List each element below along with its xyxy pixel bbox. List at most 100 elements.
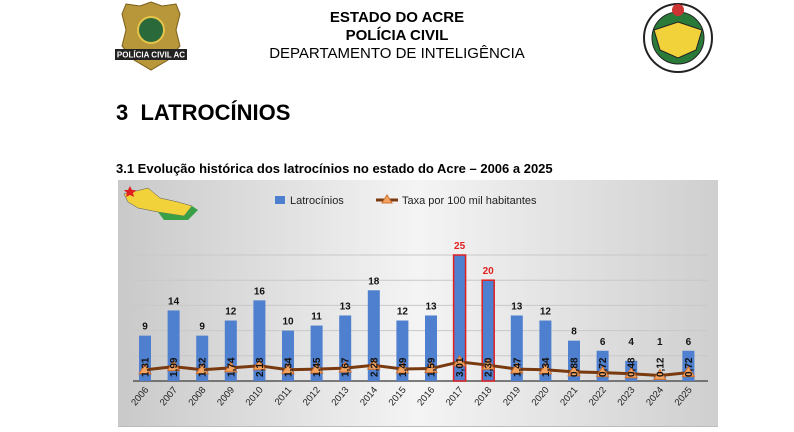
- badge-lettering: POLÍCIA CIVIL AC: [117, 51, 185, 60]
- rate-marker-2023: [624, 366, 639, 379]
- bar-2015: [396, 320, 409, 381]
- rate-marker-2007: [166, 359, 181, 372]
- header-state: ESTADO DO ACRE: [329, 9, 465, 26]
- bar-value-label-2023: 4: [628, 337, 634, 348]
- rate-label-2016: 1,59: [427, 357, 438, 377]
- x-tick-2015: 2015: [387, 385, 409, 408]
- x-tick-2025: 2025: [673, 385, 695, 408]
- rate-label-2009: 1,74: [226, 357, 237, 377]
- chart-legend: Latrocínios Taxa por 100 mil habitantes: [275, 194, 537, 207]
- rate-label-2008: 1,32: [198, 357, 209, 377]
- rate-marker-2009: [223, 360, 238, 373]
- bar-value-label-2021: 8: [571, 327, 577, 338]
- rate-marker-2024: [652, 368, 667, 380]
- bar-2017: [452, 254, 467, 382]
- rate-marker-2021: [567, 364, 581, 377]
- header-agency: POLÍCIA CIVIL: [345, 27, 449, 44]
- bar-value-label-2010: 16: [254, 286, 266, 297]
- section-heading: 3 LATROCÍNIOS: [116, 100, 290, 126]
- rate-label-2018: 2,30: [484, 357, 495, 377]
- bar-value-label-2015: 12: [397, 307, 409, 318]
- x-tick-2019: 2019: [501, 385, 523, 408]
- rate-marker-2016: [424, 361, 438, 374]
- bar-2007: [167, 310, 180, 381]
- rate-marker-2022: [595, 365, 610, 378]
- bar-2020: [539, 320, 552, 381]
- x-tick-2011: 2011: [273, 385, 295, 408]
- legend-label-latrocinios: Latrocínios: [290, 195, 344, 207]
- x-tick-2007: 2007: [158, 385, 180, 408]
- rate-label-2025: 0,72: [684, 357, 695, 377]
- x-tick-2022: 2022: [587, 385, 609, 408]
- x-tick-2014: 2014: [358, 385, 380, 408]
- rate-label-2012: 1,45: [312, 357, 323, 377]
- x-tick-2023: 2023: [615, 385, 637, 408]
- legend-bar-swatch: [275, 196, 285, 204]
- x-tick-2020: 2020: [530, 385, 552, 408]
- bar-value-label-2006: 9: [142, 322, 148, 333]
- rate-marker-2011: [281, 362, 295, 375]
- rate-marker-2012: [309, 362, 324, 374]
- rate-marker-2014: [366, 358, 381, 370]
- bar-value-label-2017: 25: [454, 241, 466, 252]
- x-tick-2018: 2018: [472, 385, 494, 408]
- chart-area: Latrocínios Taxa por 100 mil habitantes …: [118, 180, 718, 427]
- rate-label-2015: 1,49: [398, 357, 409, 377]
- bar-2014: [367, 290, 380, 381]
- bar-2018: [481, 279, 495, 382]
- bar-value-label-2009: 12: [225, 307, 237, 318]
- rate-label-2006: 1,31: [141, 357, 152, 377]
- bar-2013: [339, 315, 352, 381]
- bar-value-label-2008: 9: [199, 322, 205, 333]
- rate-marker-2006: [138, 362, 152, 375]
- rate-label-2007: 1,99: [169, 357, 180, 377]
- bar-2019: [510, 315, 523, 381]
- bar-value-label-2022: 6: [600, 337, 606, 348]
- rate-label-2024: 0,12: [655, 357, 666, 377]
- bar-value-label-2025: 6: [686, 337, 692, 348]
- x-tick-2021: 2021: [558, 385, 580, 408]
- bar-2012: [310, 325, 323, 381]
- bar-2010: [253, 300, 266, 381]
- rate-marker-2020: [538, 362, 553, 375]
- rate-label-2014: 2,28: [369, 357, 380, 377]
- section-title: LATROCÍNIOS: [140, 100, 291, 125]
- rate-line: [144, 360, 689, 377]
- rate-label-2023: 0,48: [627, 357, 638, 377]
- rate-label-2017: 3,01: [455, 357, 466, 377]
- bar-value-label-2007: 14: [168, 296, 180, 307]
- rate-marker-2025: [681, 365, 696, 378]
- x-tick-2016: 2016: [415, 385, 437, 408]
- rate-label-2019: 1,47: [512, 357, 523, 377]
- x-tick-2017: 2017: [444, 385, 466, 408]
- rate-marker-2015: [395, 362, 410, 374]
- section-number: 3: [116, 100, 129, 125]
- x-tick-2010: 2010: [244, 385, 266, 408]
- bar-value-label-2012: 11: [311, 312, 322, 323]
- rate-marker-2010: [252, 358, 267, 371]
- bar-value-label-2020: 12: [540, 307, 552, 318]
- x-tick-2006: 2006: [129, 385, 151, 408]
- x-tick-2013: 2013: [329, 385, 351, 408]
- latrocinios-chart: Latrocínios Taxa por 100 mil habitantes …: [123, 186, 708, 408]
- x-tick-2008: 2008: [186, 385, 208, 408]
- bar-value-label-2014: 18: [368, 276, 380, 287]
- rate-marker-2017: [452, 354, 467, 367]
- rate-label-2021: 0,88: [570, 357, 581, 377]
- rate-label-2010: 2,18: [255, 357, 266, 377]
- bar-value-label-2016: 13: [425, 301, 437, 312]
- rate-label-2013: 1,67: [341, 357, 352, 377]
- bar-value-label-2024: 1: [657, 337, 663, 348]
- x-tick-2024: 2024: [644, 385, 666, 408]
- x-tick-2009: 2009: [215, 385, 237, 408]
- rate-label-2022: 0,72: [598, 357, 609, 377]
- rate-marker-2008: [195, 362, 210, 375]
- police-badge-logo: POLÍCIA CIVIL AC: [114, 0, 188, 72]
- rate-label-2011: 1,34: [284, 357, 295, 377]
- rate-label-2020: 1,34: [541, 357, 552, 377]
- rate-marker-2013: [338, 361, 353, 373]
- rate-marker-2018: [481, 358, 496, 370]
- bar-value-label-2011: 10: [282, 317, 294, 328]
- subsection-title: 3.1 Evolução histórica dos latrocínios n…: [116, 161, 553, 176]
- legend-triangle-marker: [381, 194, 393, 204]
